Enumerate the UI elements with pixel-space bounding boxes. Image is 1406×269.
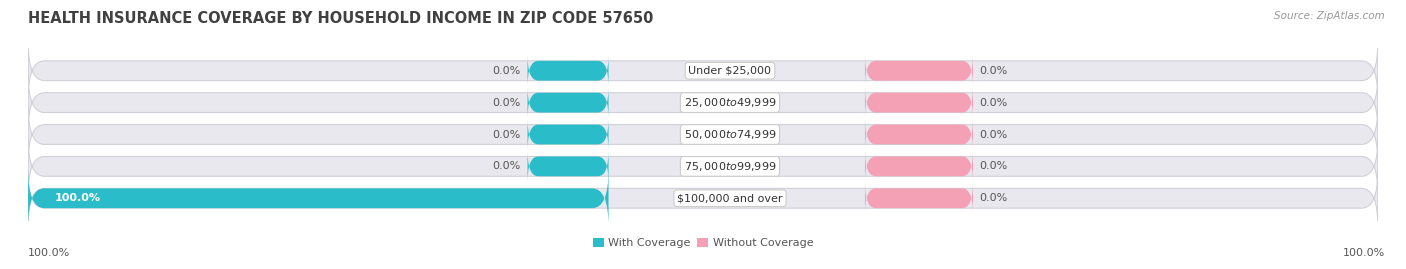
FancyBboxPatch shape [527,87,609,118]
FancyBboxPatch shape [28,74,1378,131]
FancyBboxPatch shape [28,170,609,227]
Legend: With Coverage, Without Coverage: With Coverage, Without Coverage [588,233,818,253]
Text: Under $25,000: Under $25,000 [689,66,772,76]
Text: $25,000 to $49,999: $25,000 to $49,999 [683,96,776,109]
Text: 100.0%: 100.0% [1343,248,1385,258]
FancyBboxPatch shape [28,106,1378,163]
FancyBboxPatch shape [865,183,973,214]
Text: $100,000 and over: $100,000 and over [678,193,783,203]
Text: HEALTH INSURANCE COVERAGE BY HOUSEHOLD INCOME IN ZIP CODE 57650: HEALTH INSURANCE COVERAGE BY HOUSEHOLD I… [28,11,654,26]
Text: $75,000 to $99,999: $75,000 to $99,999 [683,160,776,173]
FancyBboxPatch shape [865,55,973,86]
Text: $50,000 to $74,999: $50,000 to $74,999 [683,128,776,141]
FancyBboxPatch shape [28,138,1378,195]
Text: Source: ZipAtlas.com: Source: ZipAtlas.com [1274,11,1385,21]
Text: 0.0%: 0.0% [980,193,1008,203]
Text: 0.0%: 0.0% [980,98,1008,108]
Text: 0.0%: 0.0% [980,129,1008,140]
Text: 0.0%: 0.0% [980,66,1008,76]
FancyBboxPatch shape [865,87,973,118]
Text: 0.0%: 0.0% [492,98,520,108]
FancyBboxPatch shape [527,151,609,182]
FancyBboxPatch shape [865,151,973,182]
FancyBboxPatch shape [865,119,973,150]
Text: 0.0%: 0.0% [492,66,520,76]
Text: 0.0%: 0.0% [492,161,520,171]
Text: 0.0%: 0.0% [980,161,1008,171]
FancyBboxPatch shape [28,170,1378,227]
Text: 100.0%: 100.0% [55,193,101,203]
FancyBboxPatch shape [527,119,609,150]
Text: 100.0%: 100.0% [28,248,70,258]
Text: 0.0%: 0.0% [492,129,520,140]
FancyBboxPatch shape [527,55,609,86]
FancyBboxPatch shape [28,42,1378,99]
